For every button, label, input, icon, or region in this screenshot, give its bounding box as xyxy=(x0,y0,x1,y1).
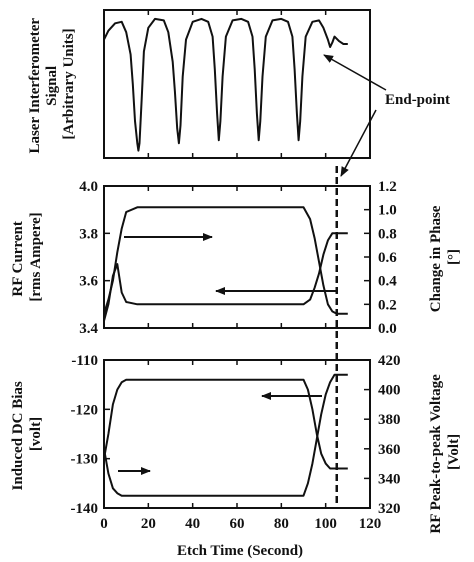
panel-bottom-ylabel-right-line-2: [Volt] xyxy=(446,434,462,470)
panel-top: Laser Interferometer Signal [Arbitrary U… xyxy=(27,9,371,159)
panel-bottom: 0 20 40 60 80 100 120 -140 -130 -120 -110 320 340 360… xyxy=(10,353,462,559)
panel-middle-ytick-right-label: 0.8 xyxy=(378,226,397,242)
panel-bottom-ylabel-line-1: Induced DC Bias xyxy=(10,381,26,490)
panel-middle-ytick-label: 3.6 xyxy=(79,274,98,290)
x-tick-label: 80 xyxy=(274,516,289,532)
x-tick-label: 0 xyxy=(100,516,108,532)
panel-top-ylabel-line-3: [Arbitrary Units] xyxy=(61,28,77,139)
panel-top-series-1-line xyxy=(103,17,348,152)
x-axis-label: Etch Time (Second) xyxy=(177,543,303,559)
panel-middle-ylabel: RF Current [rms Ampere] xyxy=(10,212,44,301)
panel-middle-ytick-right-label: 1.0 xyxy=(378,203,397,219)
endpoint-arrow-middle xyxy=(340,109,377,177)
panel-bottom-ytick-right-label: 340 xyxy=(378,471,401,487)
panel-middle-ylabel-right: Change in Phase [°] xyxy=(428,202,462,312)
panel-middle-ytick-right-label: 0.2 xyxy=(378,297,397,313)
panel-bottom-ytick-label: -140 xyxy=(71,501,99,517)
panel-top-ylabel-line-2: Signal xyxy=(44,66,60,106)
panel-middle: 3.4 3.6 3.8 4.0 0.0 0.2 0.4 0.6 0.8 1.0 1.2 RF Cur… xyxy=(10,179,462,337)
panel-middle-series-2-line xyxy=(103,206,348,315)
panel-bottom-ticks: 0 20 40 60 80 100 120 -140 -130 -120 -110 320 340 360… xyxy=(71,353,401,532)
x-tick-label: 40 xyxy=(185,516,200,532)
panel-top-ylabel-line-1: Laser Interferometer xyxy=(27,18,43,154)
panel-bottom-series-1-line xyxy=(103,378,348,470)
panel-bottom-ylabel: Induced DC Bias [volt] xyxy=(10,378,44,491)
panel-middle-ytick-right-label: 0.6 xyxy=(378,250,397,266)
panel-bottom-series-2-line xyxy=(103,373,348,497)
panel-bottom-ytick-right-label: 320 xyxy=(378,501,401,517)
panel-middle-ylabel-right-line-1: Change in Phase xyxy=(428,205,444,312)
panel-bottom-ylabel-line-2: [volt] xyxy=(28,417,44,451)
x-tick-label: 60 xyxy=(230,516,245,532)
panel-middle-ytick-right-label: 0.0 xyxy=(378,321,397,337)
endpoint-arrow-top xyxy=(323,54,387,91)
panel-top-frame xyxy=(103,9,371,159)
panel-middle-ytick-label: 4.0 xyxy=(79,179,98,195)
endpoint-label: End-point xyxy=(385,92,450,108)
panel-bottom-ylabel-right: RF Peak-to-peak Voltage [Volt] xyxy=(428,370,462,533)
panel-bottom-lines xyxy=(103,373,348,497)
x-tick-label: 20 xyxy=(141,516,156,532)
panel-bottom-ylabel-right-line-1: RF Peak-to-peak Voltage xyxy=(428,374,444,534)
x-tick-label: 100 xyxy=(314,516,337,532)
panel-middle-ylabel-line-1: RF Current xyxy=(10,221,26,296)
panel-top-x-ticks xyxy=(103,10,371,158)
panel-middle-ytick-right-label: 0.4 xyxy=(378,274,397,290)
x-tick-label: 120 xyxy=(359,516,382,532)
panel-middle-series-1-line xyxy=(103,232,348,322)
panel-middle-ticks: 3.4 3.6 3.8 4.0 0.0 0.2 0.4 0.6 0.8 1.0 1.2 xyxy=(79,179,397,337)
panel-top-lines xyxy=(103,17,348,152)
endpoint-annotation: End-point xyxy=(323,54,450,505)
panel-middle-lines xyxy=(103,206,348,322)
panel-middle-ylabel-right-line-2: [°] xyxy=(446,249,462,265)
panel-bottom-ytick-right-label: 360 xyxy=(378,442,401,458)
panel-top-ylabel: Laser Interferometer Signal [Arbitrary U… xyxy=(27,14,77,153)
panel-bottom-ytick-right-label: 380 xyxy=(378,412,401,428)
panel-middle-ytick-label: 3.8 xyxy=(79,226,98,242)
panel-bottom-ytick-label: -110 xyxy=(71,353,98,369)
panel-bottom-ytick-label: -120 xyxy=(71,402,99,418)
panel-bottom-ytick-label: -130 xyxy=(71,452,99,468)
panel-bottom-ytick-right-label: 420 xyxy=(378,353,401,369)
panel-middle-ytick-label: 3.4 xyxy=(79,321,98,337)
panel-middle-ylabel-line-2: [rms Ampere] xyxy=(28,212,44,301)
panel-bottom-ytick-right-label: 400 xyxy=(378,383,401,399)
panel-middle-ytick-right-label: 1.2 xyxy=(378,179,397,195)
